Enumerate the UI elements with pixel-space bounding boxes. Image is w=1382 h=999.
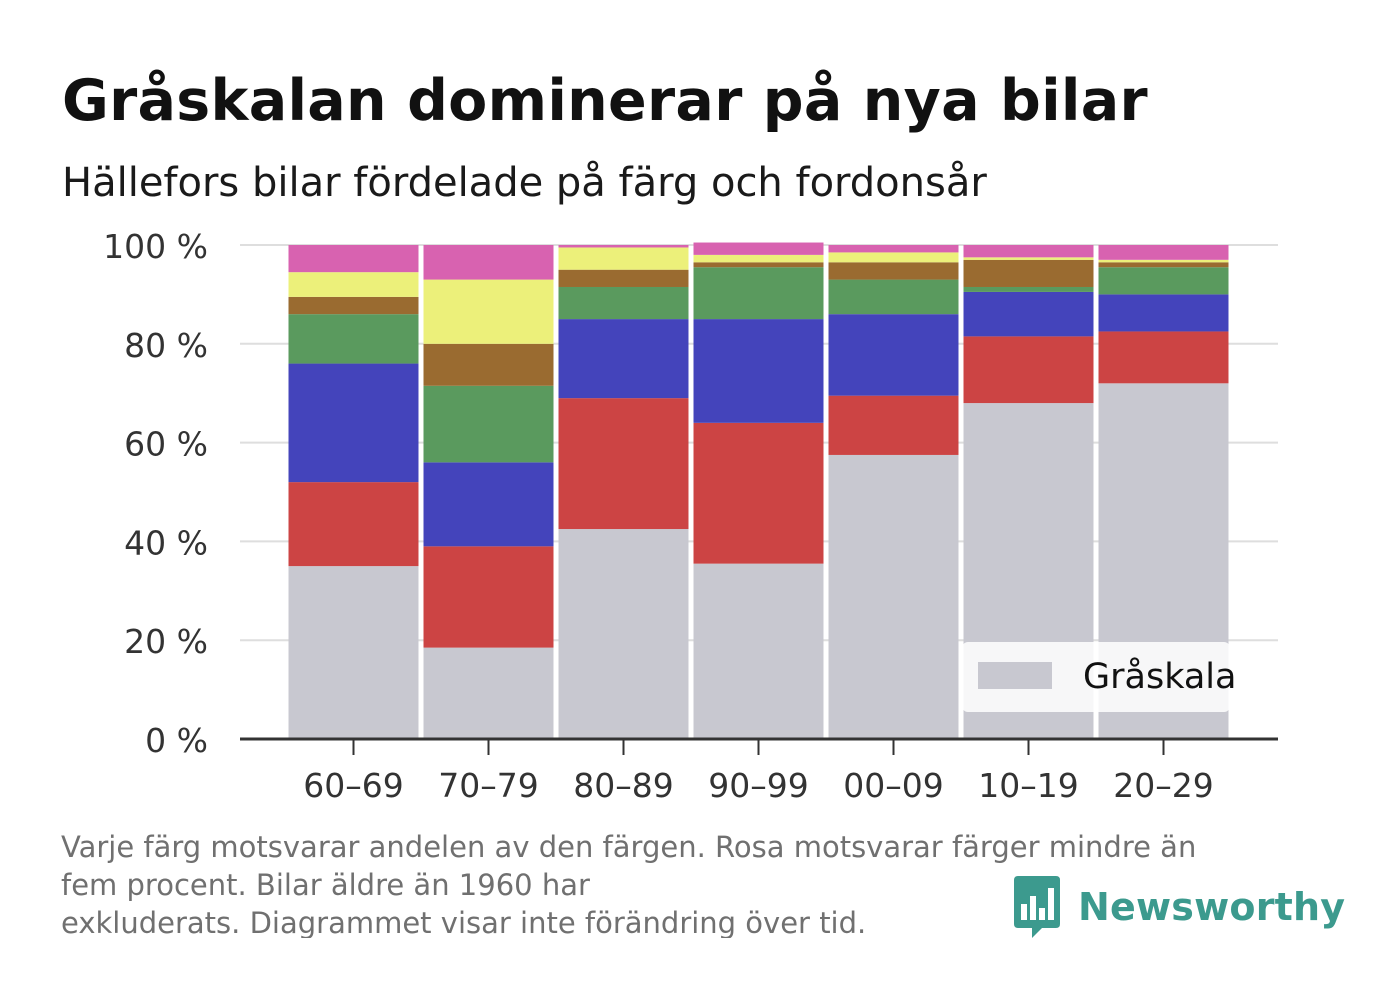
bar-segment	[828, 454, 959, 739]
footnote: Varje färg motsvarar andelen av den färg…	[61, 828, 1301, 938]
bar-segment	[423, 343, 554, 386]
x-tick-label: 10–19	[978, 766, 1078, 805]
bar-segment	[963, 291, 1094, 337]
legend-box	[962, 642, 1230, 712]
footnote-line: Varje färg motsvarar andelen av den färg…	[61, 830, 1197, 864]
footnote-line: exkluderats. Diagrammet visar inte förän…	[61, 906, 867, 938]
chart-subtitle: Hällefors bilar fördelade på färg och fo…	[62, 160, 987, 206]
bar-segment	[558, 319, 689, 399]
x-tick-label: 80–89	[573, 766, 673, 805]
x-tick-label: 00–09	[843, 766, 943, 805]
bar-segment	[963, 259, 1094, 287]
bar-segment	[558, 286, 689, 320]
logo-text: Newsworthy	[1078, 885, 1346, 929]
y-tick-label: 100 %	[103, 227, 208, 266]
bar-segment	[963, 286, 1094, 292]
bar-segment	[423, 647, 554, 739]
bar-segment	[828, 245, 959, 253]
bar-segment	[558, 269, 689, 287]
y-tick-label: 0 %	[145, 721, 208, 760]
bar-segment	[828, 395, 959, 455]
bar-segment	[423, 546, 554, 648]
x-tick-label: 90–99	[708, 766, 808, 805]
bar-segment	[288, 363, 419, 483]
x-tick-label: 70–79	[438, 766, 538, 805]
bar-segment	[288, 272, 419, 297]
y-tick-label: 20 %	[124, 622, 208, 661]
bar-segment	[558, 398, 689, 530]
bar-segment	[558, 245, 689, 248]
bar-segment	[693, 563, 824, 739]
bar-segment	[423, 462, 554, 547]
y-tick-label: 60 %	[124, 425, 208, 464]
bar-segment	[828, 262, 959, 280]
bar-segment	[1098, 259, 1229, 263]
bar-segment	[828, 314, 959, 396]
bar-segment	[693, 422, 824, 564]
bar-segment	[1098, 245, 1229, 260]
bar-segment	[288, 245, 419, 273]
bar-segment	[693, 254, 824, 263]
x-tick-label: 20–29	[1113, 766, 1213, 805]
x-tick-label: 60–69	[303, 766, 403, 805]
bar-segment	[288, 314, 419, 364]
bar-segment	[693, 267, 824, 320]
bar-segment	[288, 566, 419, 739]
bar-segment	[693, 319, 824, 423]
bar-segment	[288, 482, 419, 567]
chart-title: Gråskalan dominerar på nya bilar	[62, 68, 1148, 134]
bar-segment	[558, 529, 689, 739]
stacked-bar-chart: 0 % 20 % 40 % 60 % 80 % 100 % 60–69 70–79 80–89 9…	[103, 227, 1278, 805]
bar-segment	[558, 247, 689, 270]
bar-segment	[423, 279, 554, 344]
bar-segment	[1098, 331, 1229, 384]
footnote-line: fem procent. Bilar äldre än 1960 har	[61, 868, 590, 902]
bar-chart-bubble-icon	[1014, 876, 1060, 938]
bar-segment	[423, 385, 554, 463]
bar-segment	[1098, 294, 1229, 332]
bar-segment	[963, 257, 1094, 260]
bar-segment	[288, 296, 419, 315]
bar-segment	[1098, 262, 1229, 268]
chart-legend: Gråskala	[962, 642, 1236, 712]
bar-segment	[693, 262, 824, 268]
bar-segment	[963, 336, 1094, 404]
y-tick-label: 80 %	[124, 326, 208, 365]
bar-segment	[963, 245, 1094, 258]
y-tick-label: 40 %	[124, 523, 208, 562]
legend-label: Gråskala	[1083, 656, 1236, 697]
legend-swatch	[978, 662, 1052, 689]
newsworthy-logo: Newsworthy	[1012, 876, 1345, 938]
bar-segment	[1098, 267, 1229, 295]
bar-segment	[693, 242, 824, 255]
bar-segment	[828, 279, 959, 315]
bar-segment	[828, 252, 959, 263]
bar-segment	[423, 245, 554, 280]
